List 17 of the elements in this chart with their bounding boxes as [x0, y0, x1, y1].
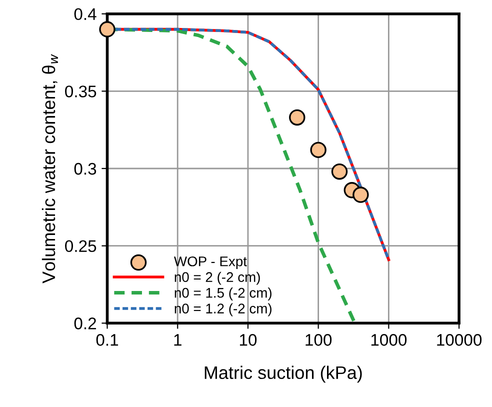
legend-label: n0 = 1.2 (-2 cm): [174, 303, 272, 316]
y-tick-label: 0.35: [65, 86, 96, 98]
x-tick-label: 10: [240, 334, 257, 346]
y-tick-label: 0.25: [65, 240, 96, 252]
x-tick-label: 10000: [437, 334, 482, 346]
y-tick-label: 0.2: [74, 318, 96, 330]
x-axis-title: Matric suction (kPa): [204, 366, 362, 383]
y-tick-label: 0.4: [74, 8, 96, 20]
x-tick-label: 100: [306, 334, 332, 346]
y-tick-label: 0.3: [74, 162, 96, 175]
x-tick-label: 1: [174, 334, 182, 346]
y-axis-title: Volumetric water content, θ$_{w}$: [42, 54, 58, 284]
x-tick-label: 0.1: [96, 334, 118, 346]
x-tick-label: 1000: [371, 334, 407, 346]
legend-label: WOP - Expt: [174, 256, 247, 270]
legend-label: n0 = 2 (-2 cm): [174, 272, 260, 285]
legend-label: n0 = 1.5 (-2 cm): [174, 288, 272, 300]
